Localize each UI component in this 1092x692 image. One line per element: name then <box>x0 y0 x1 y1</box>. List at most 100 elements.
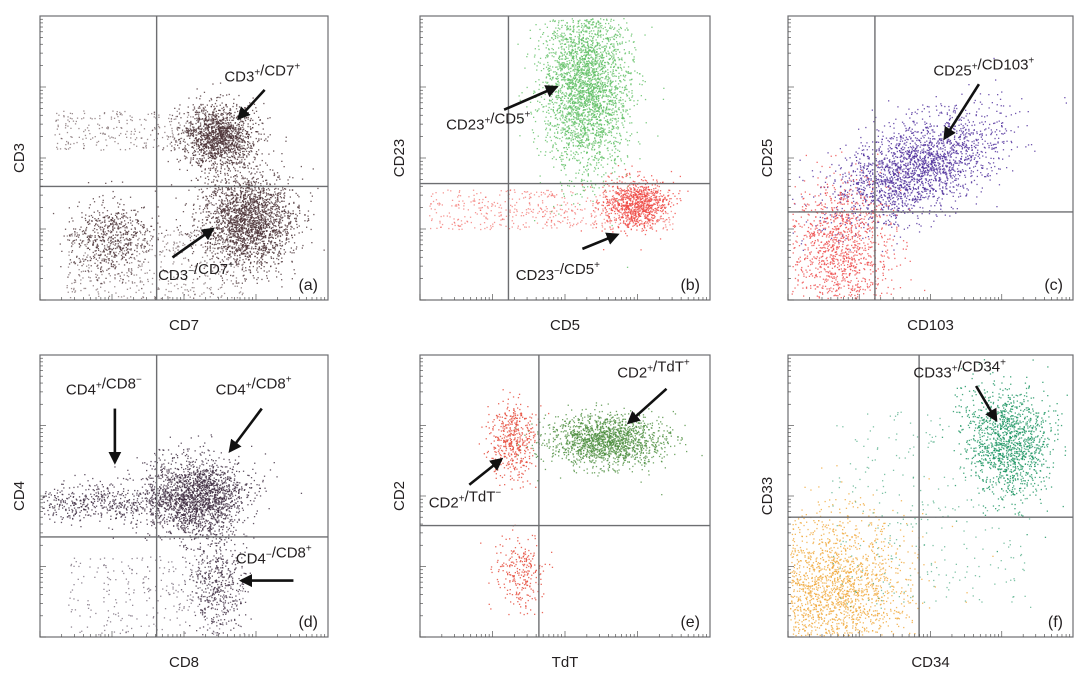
event <box>193 203 195 205</box>
event <box>205 252 207 254</box>
event <box>177 129 179 131</box>
event <box>237 215 240 217</box>
event <box>260 224 263 226</box>
event <box>207 128 209 130</box>
event <box>201 155 203 157</box>
event <box>219 109 221 112</box>
event <box>268 202 270 204</box>
event <box>198 153 201 155</box>
event <box>120 127 122 129</box>
event-cluster <box>52 180 177 290</box>
event <box>236 174 238 176</box>
event <box>251 178 253 180</box>
event <box>97 293 100 295</box>
event <box>298 206 300 208</box>
event <box>262 200 264 202</box>
event <box>104 225 106 227</box>
event <box>221 205 223 208</box>
event <box>266 189 268 191</box>
event <box>78 257 80 260</box>
event <box>240 230 242 232</box>
event <box>268 222 270 225</box>
event <box>226 225 229 227</box>
event <box>134 231 136 233</box>
event <box>133 235 135 237</box>
event <box>272 193 275 196</box>
event <box>208 142 210 145</box>
event <box>131 236 134 238</box>
event <box>236 197 238 200</box>
event <box>200 144 202 146</box>
event <box>108 230 110 233</box>
event <box>260 257 262 259</box>
event <box>137 223 140 225</box>
event-cluster <box>66 230 245 300</box>
event <box>243 167 245 169</box>
event <box>254 196 257 198</box>
event <box>218 153 220 155</box>
event <box>67 266 70 268</box>
event <box>259 119 261 121</box>
event <box>207 214 210 216</box>
event <box>235 142 237 144</box>
event <box>116 231 118 233</box>
event <box>247 209 249 212</box>
event <box>276 197 279 199</box>
event <box>112 197 114 199</box>
event <box>243 178 245 180</box>
event <box>267 117 269 120</box>
event <box>245 243 247 245</box>
event <box>243 270 245 273</box>
event <box>189 122 191 124</box>
event <box>276 244 279 246</box>
event <box>139 260 141 263</box>
event <box>179 112 181 114</box>
event <box>210 269 212 271</box>
event <box>151 283 154 285</box>
event <box>248 202 250 204</box>
event <box>254 231 256 233</box>
event <box>221 113 223 115</box>
event <box>127 245 129 247</box>
event <box>84 244 86 246</box>
event <box>250 261 252 263</box>
event <box>87 247 89 249</box>
event <box>144 245 146 247</box>
event <box>263 223 265 225</box>
event <box>92 255 95 257</box>
event <box>254 217 256 219</box>
event <box>197 118 199 121</box>
event <box>257 196 259 198</box>
event <box>189 237 191 239</box>
event <box>216 180 219 182</box>
event <box>226 209 228 212</box>
event <box>102 212 104 214</box>
event <box>66 140 68 143</box>
event <box>111 180 113 183</box>
event <box>252 248 254 250</box>
event <box>252 161 254 163</box>
event <box>189 128 192 130</box>
event <box>238 149 240 151</box>
event <box>192 135 195 138</box>
event <box>200 164 203 167</box>
event <box>256 220 259 222</box>
event <box>243 238 246 241</box>
event <box>56 148 59 150</box>
event <box>225 143 227 146</box>
event <box>201 109 203 111</box>
event <box>270 197 272 199</box>
event <box>299 210 301 212</box>
event <box>246 256 248 258</box>
event <box>287 232 289 235</box>
event <box>69 297 72 299</box>
event <box>236 116 238 118</box>
event <box>165 278 168 280</box>
event <box>258 209 260 211</box>
event <box>225 179 227 181</box>
event <box>243 205 246 208</box>
event <box>263 270 265 272</box>
event <box>210 202 212 204</box>
event <box>219 271 221 273</box>
event <box>253 240 255 242</box>
